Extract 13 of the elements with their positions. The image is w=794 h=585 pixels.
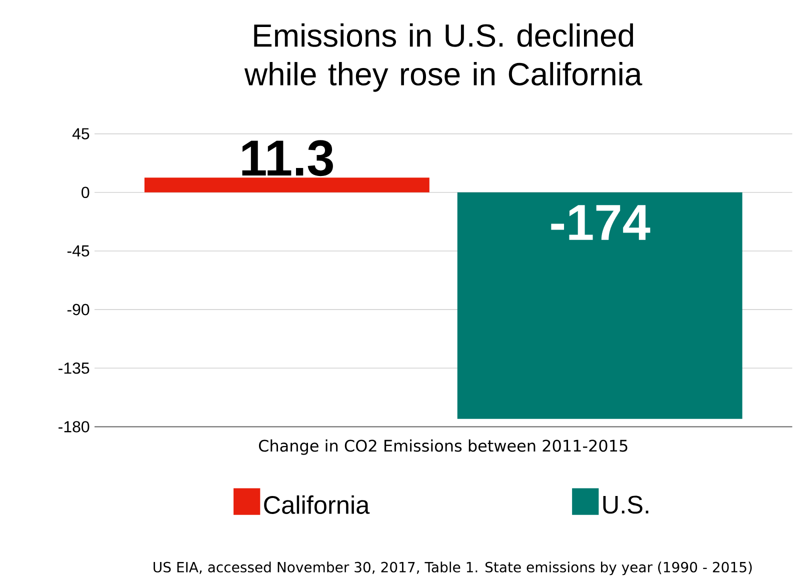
data-label: -174: [551, 205, 650, 240]
y-tick-label: -180: [58, 421, 90, 432]
x-tick-label: Change in CO2 Emissions between 2011-2015: [258, 439, 628, 455]
y-tick-label: -45: [67, 245, 90, 256]
legend-label: California: [264, 495, 370, 514]
legend-label: U.S.: [603, 496, 648, 514]
chart-title: Emissions in U.S. declined while they rose in California: [244, 23, 642, 92]
text: US EIA, accessed November 30, 2017, Table 1. State emissions by year (1990 - 2015): [154, 562, 752, 576]
data-label: 11.3: [242, 140, 333, 176]
y-tick-label: 45: [72, 128, 90, 140]
y-tick-label: -90: [67, 304, 90, 316]
y-tick-label: -135: [58, 362, 90, 374]
y-tick-label: 0: [82, 186, 90, 198]
